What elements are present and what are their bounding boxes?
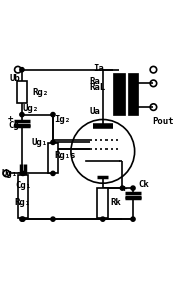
Circle shape: [21, 171, 25, 175]
Circle shape: [20, 113, 24, 117]
Text: Ug₂: Ug₂: [23, 104, 39, 113]
Text: +: +: [8, 114, 13, 123]
Text: Ub: Ub: [10, 74, 20, 83]
Text: Cg₁: Cg₁: [15, 181, 32, 190]
Circle shape: [51, 171, 55, 175]
Circle shape: [131, 186, 135, 190]
Circle shape: [21, 217, 25, 221]
Text: RaL: RaL: [90, 83, 106, 92]
Circle shape: [20, 217, 24, 221]
Circle shape: [51, 113, 55, 117]
FancyBboxPatch shape: [18, 175, 28, 217]
FancyBboxPatch shape: [98, 188, 108, 217]
Circle shape: [101, 217, 105, 221]
Text: Ig₂: Ig₂: [54, 115, 70, 124]
Circle shape: [20, 68, 24, 72]
Circle shape: [120, 186, 124, 190]
FancyBboxPatch shape: [48, 143, 58, 173]
FancyBboxPatch shape: [128, 73, 138, 115]
Text: Ug₁~: Ug₁~: [2, 169, 23, 178]
Circle shape: [51, 140, 55, 145]
Text: Ua: Ua: [90, 107, 100, 116]
Text: Cg₂: Cg₂: [8, 121, 24, 130]
Text: Rg₁: Rg₁: [14, 198, 30, 207]
Text: +: +: [122, 184, 127, 194]
Text: Rk: Rk: [110, 198, 121, 207]
Circle shape: [51, 217, 55, 221]
Circle shape: [131, 217, 135, 221]
Text: Ug₁: Ug₁: [32, 138, 48, 147]
FancyBboxPatch shape: [17, 81, 27, 103]
Text: Ck: Ck: [138, 180, 149, 189]
FancyBboxPatch shape: [113, 73, 125, 115]
Text: Pout: Pout: [152, 117, 173, 126]
Text: Rg₁s: Rg₁s: [55, 151, 76, 160]
Text: Rg₂: Rg₂: [33, 88, 49, 96]
Text: Ra: Ra: [90, 77, 100, 86]
Text: Ia: Ia: [93, 64, 104, 73]
